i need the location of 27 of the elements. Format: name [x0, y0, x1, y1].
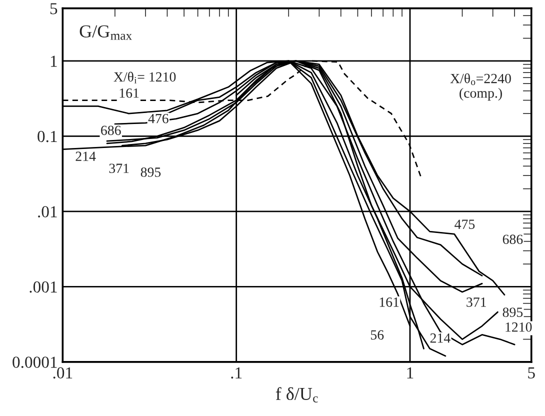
annotation: 56 [371, 330, 384, 340]
annotation: 475 [454, 220, 475, 229]
y-tick-label: 1 [50, 56, 57, 67]
annotation: 371 [109, 164, 129, 174]
annotation: 161 [380, 298, 399, 307]
annotation: 1210 [506, 322, 532, 332]
annotation: X/θ$_{o}$=2240 (comp.) [450, 73, 511, 101]
annotation: 371 [466, 298, 486, 307]
annotation: 161 [120, 88, 139, 98]
x-axis-title: f δ/U$_{c}$ [276, 387, 318, 402]
y-tick-label: 0.1 [38, 130, 57, 142]
annotation: 214 [76, 152, 96, 161]
annotation: X/θ$_{i}$= 1210 [114, 72, 176, 84]
annotation: 686 [502, 234, 523, 244]
annotation: 895 [140, 168, 161, 177]
y-tick-label: 0.0001 [12, 356, 57, 368]
annotation: 214 [430, 333, 450, 343]
y-tick-label: .01 [38, 206, 57, 218]
annotation: 686 [101, 126, 121, 136]
y-axis-title: G/G$_{max}$ [80, 25, 132, 40]
x-tick-label: 5 [528, 367, 535, 379]
x-tick-label: .1 [231, 367, 242, 379]
y-tick-label: .001 [30, 281, 57, 293]
x-tick-label: 1 [407, 367, 414, 378]
annotation: 895 [502, 308, 523, 317]
annotation: 476 [148, 114, 168, 124]
y-tick-label: 5 [50, 3, 58, 14]
